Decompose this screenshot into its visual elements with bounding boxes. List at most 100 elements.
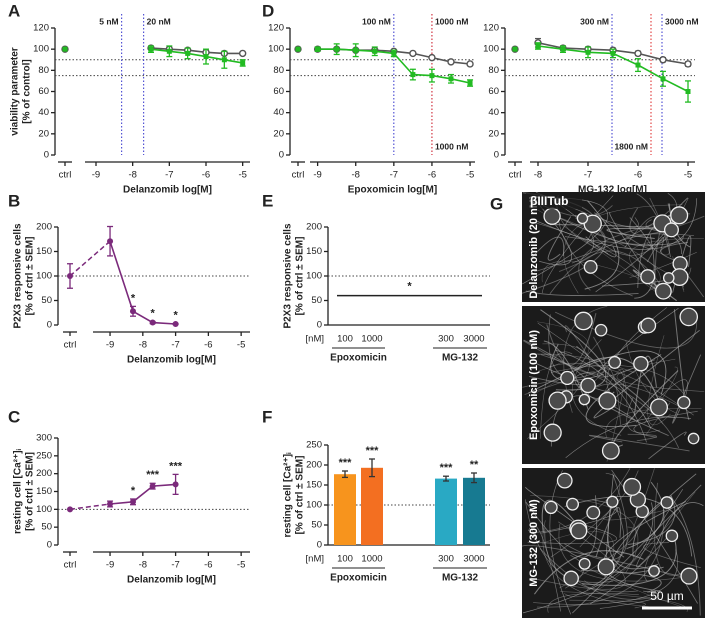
x-tick-label: -6 [428,170,436,181]
x-tick-label: -5 [237,560,245,571]
micrograph-texture [522,192,705,302]
neurite [606,366,621,425]
neurite [533,549,678,605]
x-axis-title: Delanzomib log[M] [123,185,212,196]
data-point [635,62,641,68]
neuron-soma [680,567,698,585]
x-tick-label: 1000 [361,334,382,345]
neurite [636,488,684,568]
neurite [578,217,684,291]
y-tick-label: 100 [483,44,499,55]
y-axis-title: resting cell [Ca²⁺]ᵢ [283,452,294,538]
y-tick-label: 80 [38,65,49,76]
neurite [584,200,620,290]
scale-bar-label: 50 µm [650,589,684,603]
concentration-label: 20 nM [147,16,171,26]
neurite [599,590,659,609]
data-point [466,60,474,68]
neurite [525,290,639,296]
data-point [67,273,73,279]
y-tick-label: 100 [33,44,49,55]
neuron-soma [560,370,575,386]
series-line [109,483,176,505]
neuron-soma [660,496,674,509]
neuron-soma [606,495,619,508]
y-tick-label: 150 [36,246,52,257]
x-tick-label: 100 [337,334,353,345]
concentration-label: 300 nM [580,16,609,26]
neuron-soma [597,558,615,576]
neuron-soma [563,570,579,587]
y-tick-label: 200 [306,222,322,233]
neurite [571,339,622,436]
x-tick-label: 100 [337,554,353,565]
ctrl-connector [69,503,111,511]
data-point [107,500,114,507]
neuron-soma [576,212,589,225]
y-tick-label: 40 [488,107,499,118]
y-axis-title: P2X3 responsive cells [13,223,24,329]
panel-letter: C [8,407,20,426]
neurite [607,499,659,570]
stain-label: βIIITub [530,194,568,208]
y-tick-label: 0 [47,320,52,331]
neurite [540,499,618,534]
neurite [523,336,606,375]
neurite [653,482,682,576]
y-tick-label: 50 [311,520,322,531]
neurite [635,379,688,423]
data-point [148,46,154,52]
y-tick-label: 120 [268,23,284,34]
y-tick-label: 60 [273,86,284,97]
y-tick-label: 120 [483,23,499,34]
neurite [527,525,617,544]
neurite [673,309,690,420]
data-point [353,47,359,53]
neuron-soma [543,423,562,442]
x-tick-label: -5 [466,170,474,181]
significance: *** [366,445,380,457]
y-tick-label: 50 [41,295,52,306]
micrograph-label: Delanzomib (20 nM) [528,195,540,299]
unit-label: [nM] [306,554,324,565]
neuron-soma [594,323,608,337]
neurite [526,343,590,440]
x-axis-title: Delanzomib log[M] [127,575,216,586]
significance: *** [169,460,183,472]
y-tick-label: 80 [273,65,284,76]
neurite [564,496,693,557]
y-tick-label: 100 [36,504,52,515]
neurite [541,195,614,294]
significance: * [407,281,412,293]
x-tick-label: -8 [352,170,360,181]
panel-letter: B [8,191,20,210]
neurite [554,349,647,443]
x-tick-label: 300 [438,554,454,565]
y-tick-label: 100 [36,271,52,282]
y-axis-title: [% of ctrl ± SEM] [25,452,36,531]
data-point [240,60,246,66]
neurite [541,499,582,532]
y-tick-label: 0 [317,320,322,331]
neuron-soma [586,505,601,520]
data-point [410,72,416,78]
bar [463,477,485,545]
y-tick-label: 150 [306,246,322,257]
data-point [149,319,156,326]
panel-letter: E [262,191,273,210]
y-tick-label: 0 [44,150,49,161]
data-point [560,46,566,52]
neurite [564,325,590,358]
concentration-label: 5 nM [99,16,118,26]
y-tick-label: 300 [36,433,52,444]
y-tick-label: 80 [488,65,499,76]
unit-label: [nM] [306,334,324,345]
y-tick-label: 100 [306,271,322,282]
group-label: Epoxomicin [330,353,387,364]
data-point [129,308,136,315]
neurite [606,227,657,240]
data-point [129,498,136,505]
x-tick-label: -6 [204,340,212,351]
x-tick-label: -9 [313,170,321,181]
